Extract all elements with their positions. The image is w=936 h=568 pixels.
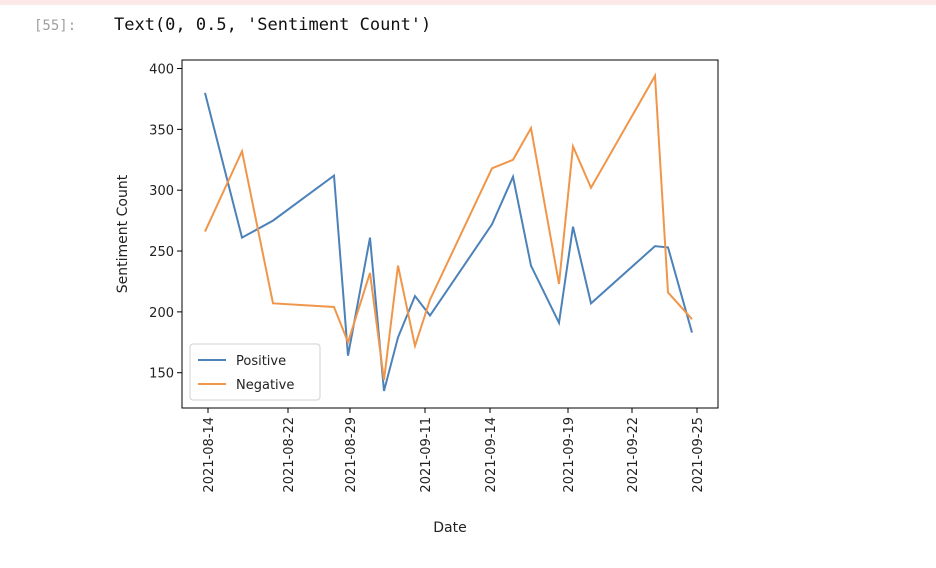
y-tick-label: 150 (149, 367, 174, 382)
x-axis-label: Date (433, 520, 466, 536)
legend-box (189, 343, 321, 401)
axes-frame (181, 59, 719, 409)
y-tick-label: 300 (149, 184, 174, 199)
y-tick-label: 400 (149, 63, 174, 78)
cell-prompt: [55]: (34, 18, 76, 34)
x-tick-label: 2021-09-19 (562, 417, 577, 493)
cell-output: Text(0, 0.5, 'Sentiment Count') (114, 15, 431, 35)
y-tick-label: 250 (149, 245, 174, 260)
y-axis-label: Sentiment Count (115, 174, 131, 293)
series-line (204, 92, 693, 392)
x-tick-label: 2021-08-29 (344, 417, 359, 493)
plot: 150 200 250 300 350 400 2021-08-14 2021-08-22 20… (115, 59, 719, 536)
x-tick-label: 2021-09-22 (626, 417, 641, 493)
y-tick-label: 350 (149, 123, 174, 138)
x-tick-label: 2021-08-14 (202, 417, 217, 493)
legend-label: Positive (236, 354, 286, 369)
y-tick-label: 200 (149, 306, 174, 321)
x-tick-label: 2021-09-11 (419, 417, 434, 493)
legend-label: Negative (236, 378, 294, 393)
x-tick-label: 2021-09-14 (484, 417, 499, 493)
x-tick-label: 2021-08-22 (282, 417, 297, 493)
series-line (204, 72, 693, 381)
stderr-edge (0, 0, 936, 5)
x-tick-label: 2021-09-25 (691, 417, 706, 493)
